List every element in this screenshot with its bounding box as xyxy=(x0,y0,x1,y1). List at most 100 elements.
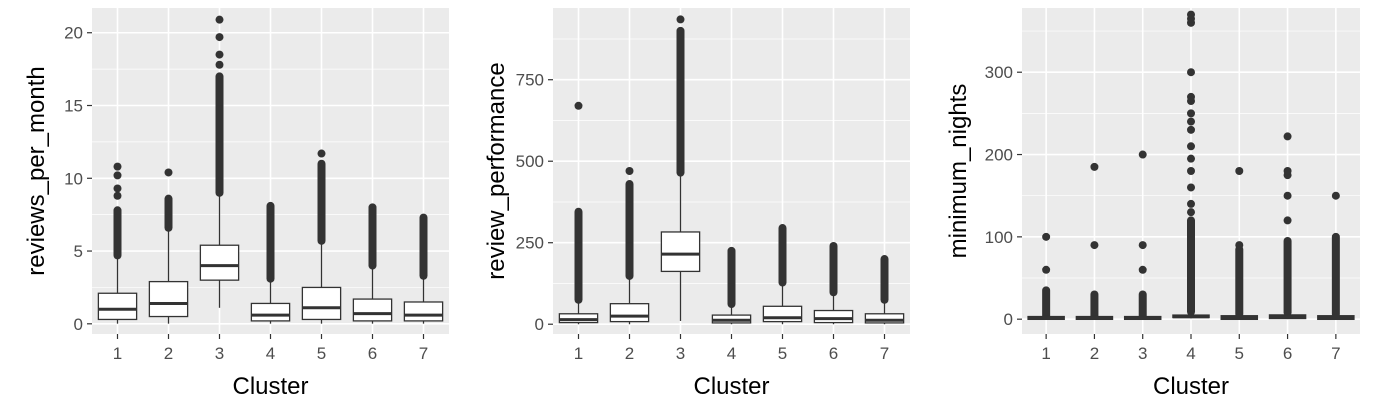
outlier-point xyxy=(1187,208,1195,217)
outlier-point xyxy=(113,184,122,193)
y-tick-label: 20 xyxy=(64,24,83,43)
x-tick-label: 1 xyxy=(574,344,583,363)
outlier-band xyxy=(164,194,173,232)
x-tick-label: 4 xyxy=(1186,344,1195,363)
outlier-point xyxy=(1090,241,1099,250)
outlier-band xyxy=(215,72,224,197)
outlier-band xyxy=(727,246,736,309)
x-tick-label: 4 xyxy=(266,344,275,363)
box-cluster-3 xyxy=(660,15,701,321)
outlier-point xyxy=(317,149,326,158)
x-axis-title: Cluster xyxy=(1153,373,1229,400)
outlier-band xyxy=(1042,286,1051,320)
outlier-band xyxy=(625,180,634,280)
outlier-point xyxy=(113,191,122,200)
y-tick-label: 100 xyxy=(985,228,1013,247)
box-iqr xyxy=(199,244,240,281)
box-cluster-7 xyxy=(403,213,444,324)
y-tick-label: 10 xyxy=(64,169,83,188)
x-tick-label: 3 xyxy=(215,344,224,363)
outlier-band xyxy=(317,159,326,245)
x-tick-label: 5 xyxy=(1235,344,1244,363)
box-cluster-4 xyxy=(711,246,752,325)
box-iqr xyxy=(762,305,803,323)
outlier-point xyxy=(1331,191,1340,200)
outlier-point xyxy=(1187,117,1195,126)
box-cluster-2 xyxy=(148,168,189,324)
outlier-point xyxy=(676,15,685,24)
box-iqr xyxy=(301,286,342,321)
outlier-band xyxy=(419,213,428,280)
outlier-point xyxy=(574,101,583,110)
box-cluster-6 xyxy=(813,241,854,325)
outlier-point xyxy=(1042,232,1051,241)
y-axis-title: review_performance xyxy=(483,62,510,279)
outlier-point xyxy=(1138,241,1147,250)
outlier-point xyxy=(113,171,122,180)
outlier-band xyxy=(1283,236,1292,317)
outlier-point xyxy=(215,50,224,59)
x-tick-label: 6 xyxy=(829,344,838,363)
x-tick-label: 6 xyxy=(368,344,377,363)
x-tick-label: 4 xyxy=(727,344,736,363)
box-cluster-1 xyxy=(558,101,599,325)
box-cluster-6 xyxy=(1268,132,1307,320)
outlier-band xyxy=(1090,290,1099,320)
outlier-band xyxy=(676,26,685,177)
outlier-band xyxy=(368,203,377,270)
outlier-point xyxy=(215,33,224,42)
outlier-point xyxy=(1187,183,1195,192)
outlier-point xyxy=(1187,142,1195,151)
box-cluster-5 xyxy=(762,224,803,325)
outlier-point xyxy=(625,167,634,175)
x-tick-label: 3 xyxy=(676,344,685,363)
chart-panel-2: 0 250 500 750 1 2 3 4 5 6 7 Cluster review_performan… xyxy=(483,8,910,400)
box-cluster-2 xyxy=(609,167,650,325)
box-iqr xyxy=(148,280,189,318)
x-tick-label: 1 xyxy=(1041,344,1050,363)
y-tick-label: 500 xyxy=(516,152,544,171)
outlier-point xyxy=(1187,109,1195,118)
x-tick-label: 3 xyxy=(1138,344,1147,363)
x-tick-label: 5 xyxy=(778,344,787,363)
outlier-point xyxy=(1187,92,1195,101)
box-cluster-2 xyxy=(1075,162,1114,321)
y-tick-label: 750 xyxy=(516,71,544,90)
y-axis-title: minimum_nights xyxy=(945,84,972,259)
outlier-point xyxy=(1090,162,1099,171)
outlier-band xyxy=(574,207,583,304)
box-cluster-3 xyxy=(1123,150,1162,321)
y-tick-label: 5 xyxy=(74,242,83,261)
box-cluster-1 xyxy=(1027,232,1065,321)
y-tick-label: 250 xyxy=(516,234,544,253)
outlier-point xyxy=(215,15,224,24)
outlier-point xyxy=(1138,265,1147,274)
box-iqr xyxy=(403,301,444,322)
x-tick-label: 2 xyxy=(625,344,634,363)
outlier-band xyxy=(113,206,122,260)
outlier-point xyxy=(1283,191,1292,200)
box-cluster-7 xyxy=(864,255,905,325)
box-iqr xyxy=(609,303,650,323)
outlier-band xyxy=(266,201,275,283)
box-cluster-1 xyxy=(97,162,138,324)
outlier-point xyxy=(164,168,173,177)
outlier-point xyxy=(1042,265,1051,274)
y-tick-label: 15 xyxy=(64,97,83,116)
outlier-point xyxy=(1138,150,1147,159)
outlier-point xyxy=(1187,199,1195,208)
outlier-point xyxy=(1235,167,1244,175)
outlier-point xyxy=(1235,241,1244,250)
outlier-band xyxy=(1331,232,1340,319)
x-tick-label: 7 xyxy=(1331,344,1340,363)
box-cluster-6 xyxy=(352,203,393,324)
x-tick-label: 2 xyxy=(164,344,173,363)
box-iqr xyxy=(97,292,138,321)
outlier-band xyxy=(829,241,838,297)
box-iqr xyxy=(250,302,291,322)
outlier-band xyxy=(1138,290,1147,320)
x-tick-label: 7 xyxy=(419,344,428,363)
y-tick-label: 300 xyxy=(985,63,1013,82)
outlier-band xyxy=(1187,216,1195,316)
x-tick-label: 2 xyxy=(1090,344,1099,363)
